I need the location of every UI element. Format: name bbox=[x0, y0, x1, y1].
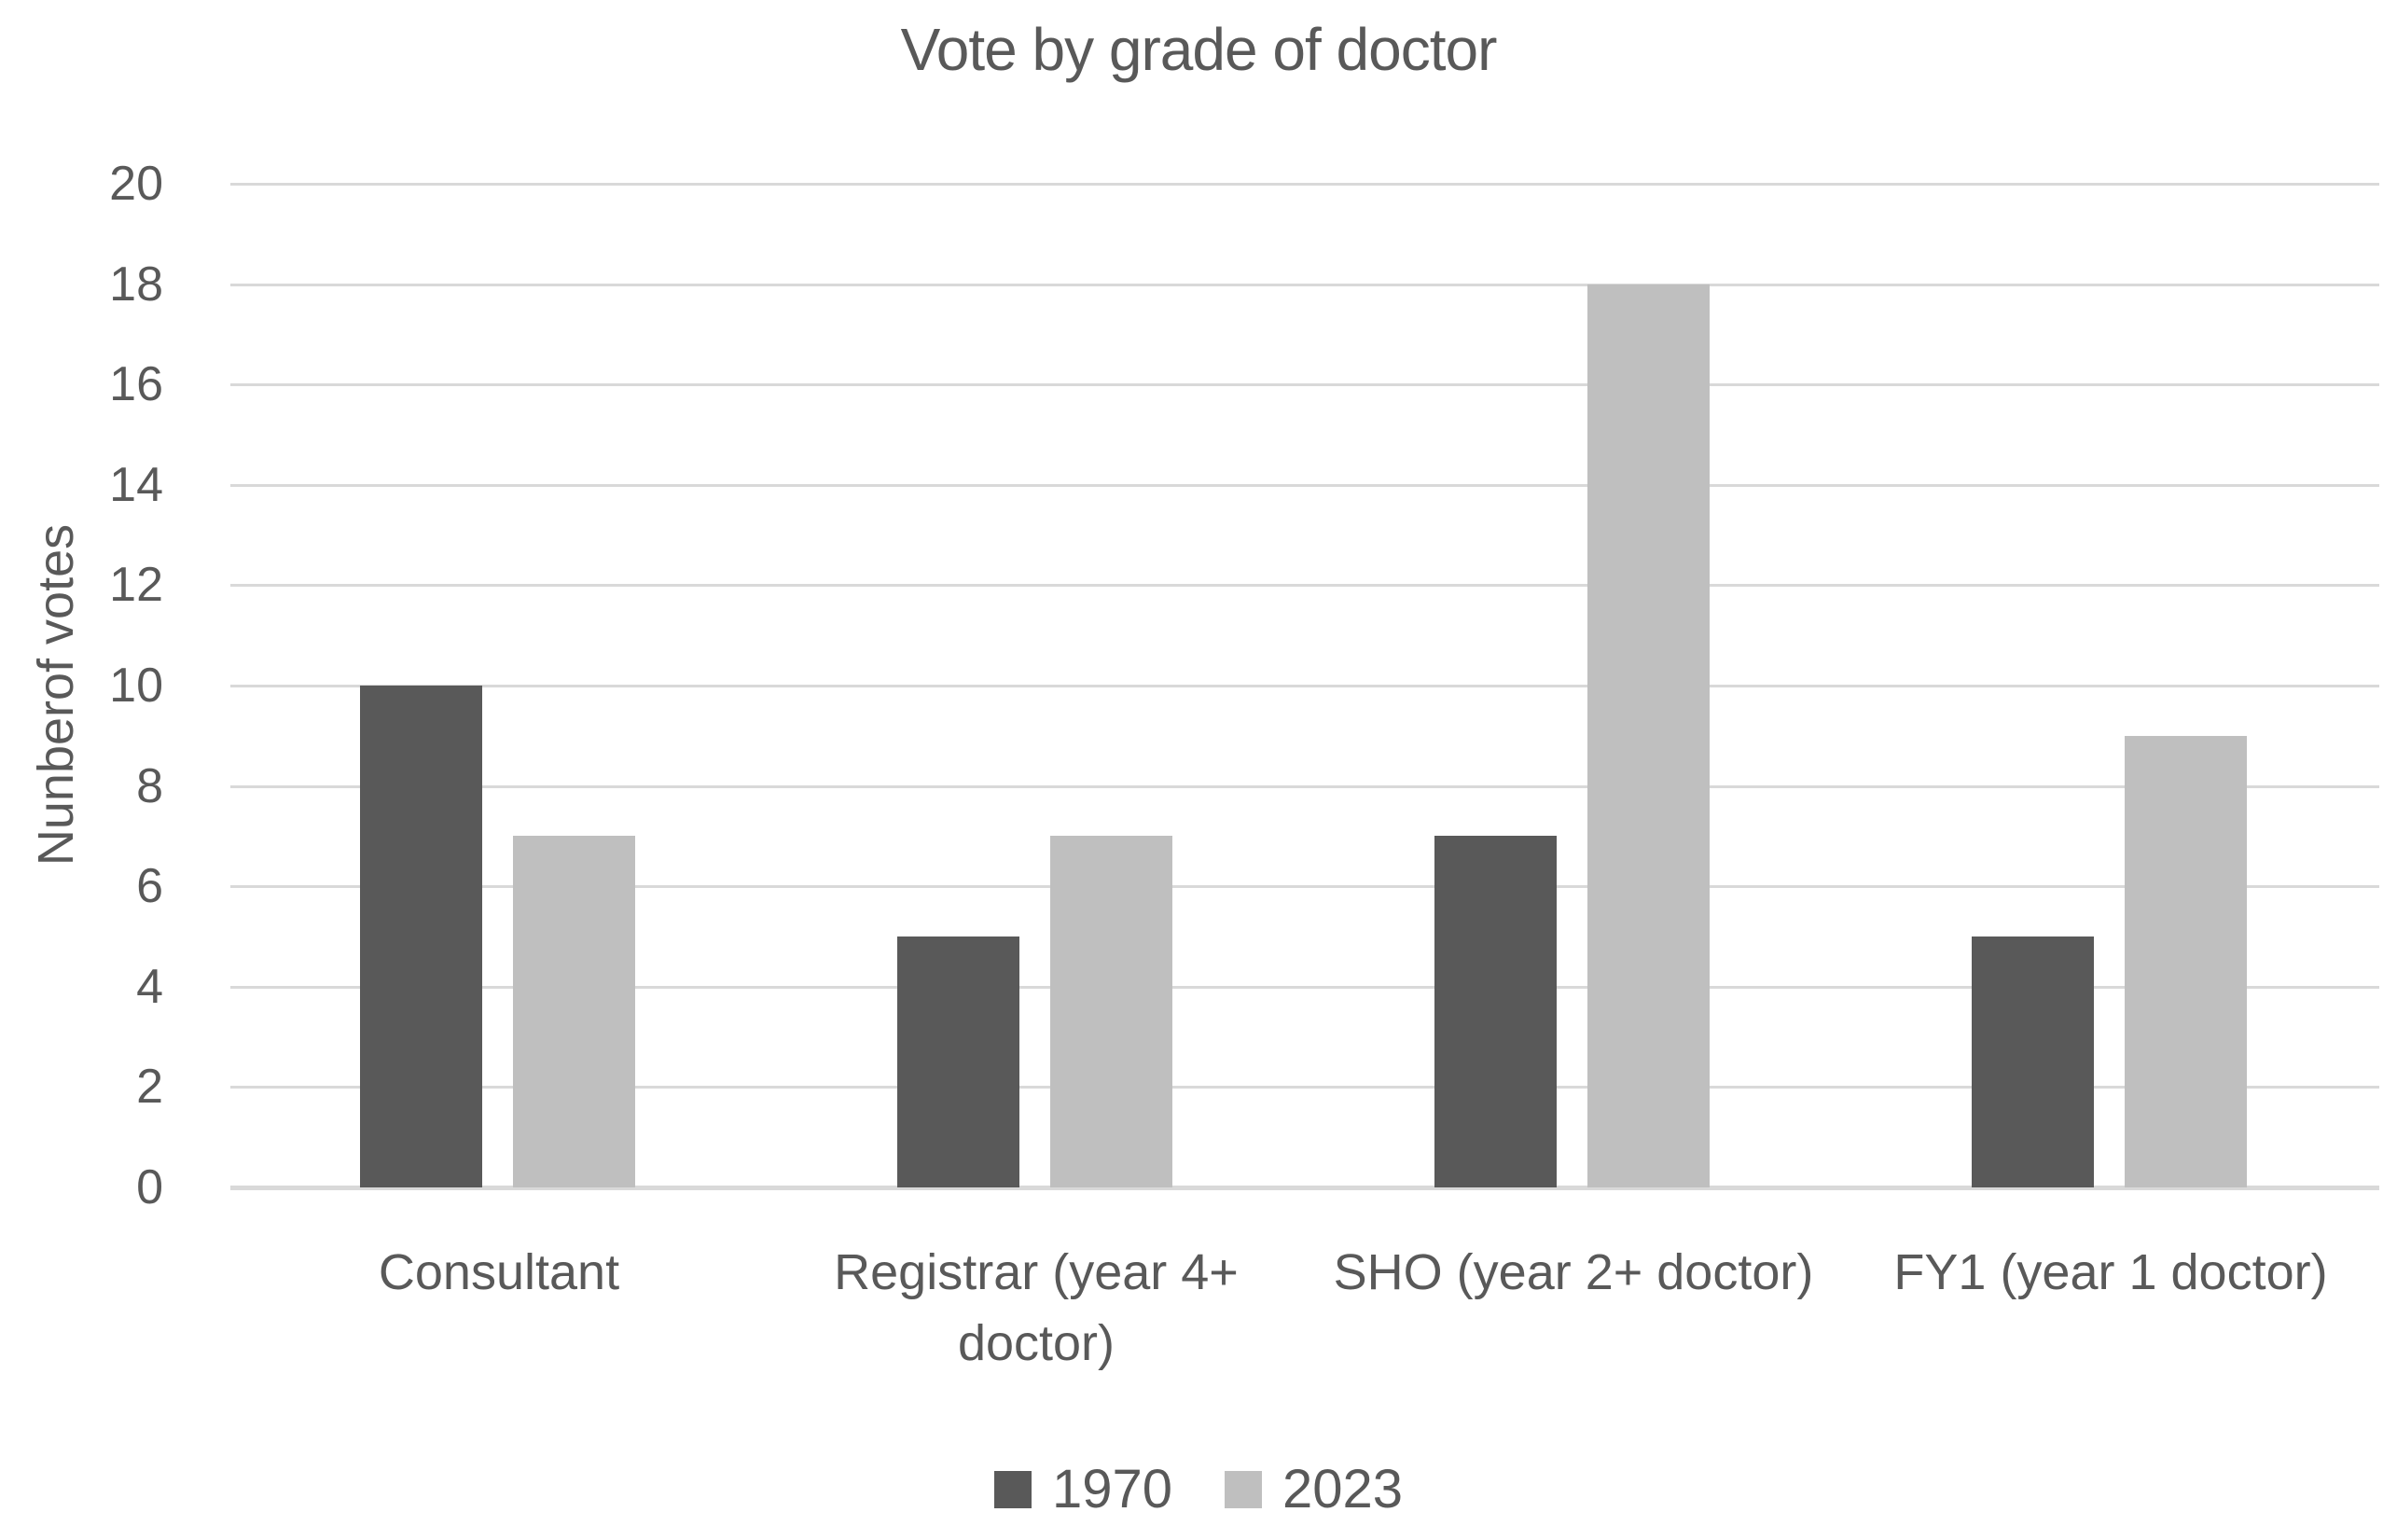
y-tick-label: 0 bbox=[136, 1160, 163, 1214]
gridline bbox=[230, 483, 2379, 487]
category-label: FY1 (year 1 doctor) bbox=[1893, 1244, 2328, 1300]
legend-label: 2023 bbox=[1282, 1459, 1404, 1519]
gridline bbox=[230, 183, 2379, 186]
bar-1970-registrar bbox=[897, 936, 1019, 1187]
legend-swatch-icon bbox=[1225, 1471, 1262, 1508]
category-label: Consultant bbox=[378, 1244, 620, 1300]
y-tick-label: 6 bbox=[136, 859, 163, 914]
chart-title: Vote by grade of doctor bbox=[900, 16, 1498, 83]
legend-swatch-icon bbox=[993, 1471, 1032, 1508]
bar-2023-consultant bbox=[513, 836, 635, 1187]
gridline bbox=[230, 1086, 2379, 1089]
gridline bbox=[230, 584, 2379, 588]
gridline bbox=[230, 283, 2379, 286]
legend: 1970 2023 bbox=[0, 1461, 2397, 1519]
legend-item-1970: 1970 bbox=[993, 1459, 1172, 1519]
bar-2023-fy1 bbox=[2125, 735, 2247, 1187]
y-tick-label: 10 bbox=[109, 659, 163, 713]
y-tick-label: 8 bbox=[136, 758, 163, 813]
y-tick-label: 18 bbox=[109, 257, 163, 312]
bar-1970-fy1 bbox=[1972, 936, 2094, 1187]
y-tick-label: 14 bbox=[109, 457, 163, 512]
legend-item-2023: 2023 bbox=[1225, 1461, 1403, 1519]
gridline bbox=[230, 985, 2379, 989]
bar-2023-sho bbox=[1587, 284, 1710, 1187]
bar-2023-registrar bbox=[1050, 836, 1172, 1187]
y-tick-label: 16 bbox=[109, 357, 163, 412]
category-label: Registrar (year 4+ doctor) bbox=[834, 1244, 1239, 1371]
y-tick-label: 4 bbox=[136, 959, 163, 1014]
bar-1970-consultant bbox=[360, 686, 482, 1187]
gridline bbox=[230, 383, 2379, 387]
gridline bbox=[230, 885, 2379, 889]
legend-label: 1970 bbox=[1051, 1459, 1172, 1519]
y-tick-label: 12 bbox=[109, 558, 163, 613]
y-tick-label: 2 bbox=[136, 1060, 163, 1115]
y-tick-label: 20 bbox=[109, 157, 163, 211]
gridline bbox=[230, 685, 2379, 687]
gridline bbox=[230, 784, 2379, 788]
category-label: SHO (year 2+ doctor) bbox=[1333, 1244, 1814, 1300]
x-axis-line bbox=[230, 1186, 2379, 1190]
bar-1970-sho bbox=[1434, 836, 1557, 1187]
